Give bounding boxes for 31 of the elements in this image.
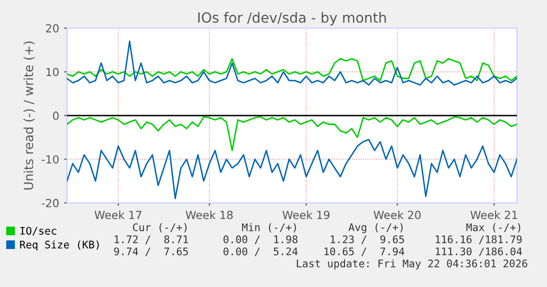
text: 0.00 / 1.98 [224,235,298,244]
text: 0.00 / 5.24 [224,247,298,256]
line-series [67,58,517,82]
text: Min (-/+) [242,223,296,232]
text: Avg (-/+) [348,223,403,234]
legend-label: Req Size (KB) [20,240,99,251]
y-tick-label: 10 [46,68,59,76]
y-tick-label: -10 [42,155,59,164]
line-series [67,40,517,86]
text: Last update: Fri May 22 04:36:01 2026 [296,259,528,270]
line-series [67,116,517,152]
x-tick-label: Week 21 [470,210,518,220]
text: 1.72 / 8.71 [114,235,188,244]
x-tick-label: Week 20 [374,210,421,220]
y-axis-title: Units read (-) / write (+) [24,42,35,190]
text: Cur (-/+) [132,223,187,232]
text: 1.23 / 9.65 [330,235,404,244]
text: 116.16 /181.79 [436,235,522,244]
line-series [67,138,517,200]
y-tick-label: 20 [46,24,59,33]
text: 9.74 / 7.65 [114,247,188,256]
x-tick-label: Week 18 [186,210,233,220]
text: Max (-/+) [466,223,520,232]
legend-label: IO/sec [20,226,56,236]
text: 111.30 /186.04 [436,247,522,256]
x-tick-label: Week 17 [94,210,142,220]
x-tick-label: Week 19 [282,210,330,220]
chart-title: IOs for /dev/sda - by month [198,12,386,26]
text: 10.65 / 7.94 [324,247,404,256]
y-tick-label: 0 [53,111,59,120]
y-tick-label: -20 [42,198,59,208]
